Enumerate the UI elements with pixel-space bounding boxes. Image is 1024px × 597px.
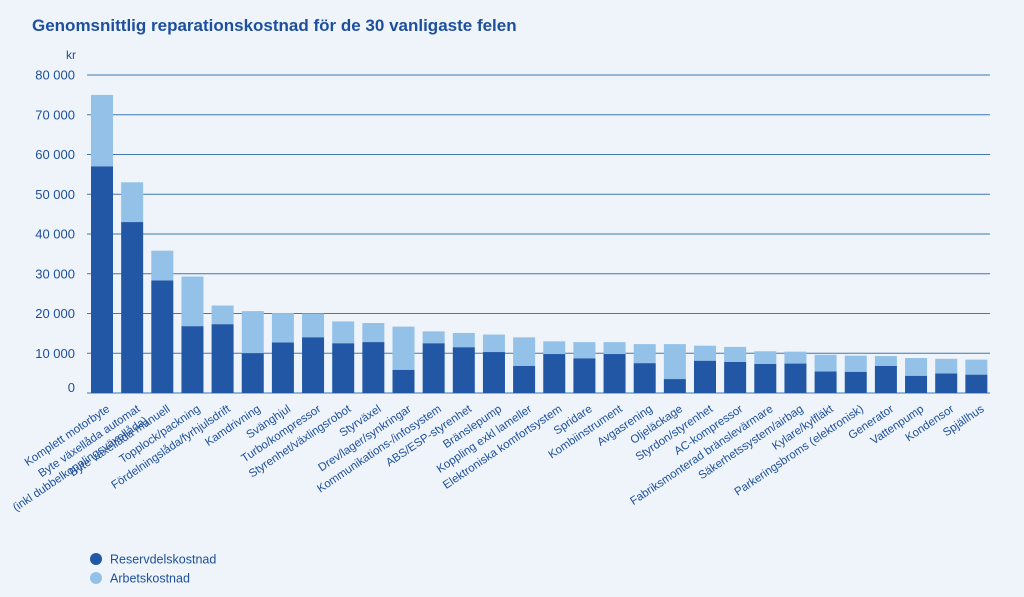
y-tick-label: 10 000 [35, 346, 75, 361]
y-tick-label: 50 000 [35, 187, 75, 202]
bar-parts [874, 365, 897, 393]
bar-labor [784, 351, 807, 364]
bar-labor [392, 326, 415, 370]
bar-labor [603, 342, 626, 355]
bar-parts [513, 365, 536, 393]
bar-parts [935, 373, 958, 393]
bar-labor [844, 355, 867, 372]
bar-parts [784, 363, 807, 393]
bar-labor [694, 345, 716, 361]
bar-labor [91, 94, 113, 167]
bar-parts [663, 379, 686, 393]
bar-labor [121, 182, 144, 223]
bar-parts [543, 354, 566, 393]
y-tick-label: 60 000 [35, 147, 75, 162]
y-axis-unit-label: kr [66, 48, 76, 62]
chart-title: Genomsnittlig reparationskostnad för de … [32, 16, 517, 35]
bar-parts [724, 361, 747, 393]
legend-label-labor: Arbetskostnad [110, 572, 190, 586]
bar-labor [211, 305, 234, 325]
bar-parts [271, 342, 294, 393]
bar-labor [965, 359, 988, 375]
bar-labor [422, 331, 445, 344]
bar-labor [754, 351, 777, 364]
legend-swatch-labor [90, 572, 102, 584]
bar-parts [422, 343, 445, 393]
bar-parts [482, 352, 505, 393]
bar-parts [121, 222, 144, 393]
bar-parts [91, 166, 113, 393]
bar-parts [211, 324, 234, 393]
bar-labor [181, 276, 204, 327]
bar-parts [694, 360, 716, 393]
bar-labor [513, 337, 536, 366]
bar-labor [633, 344, 656, 364]
bar-parts [151, 280, 174, 393]
legend-label-parts: Reservdelskostnad [110, 553, 216, 567]
bar-parts [302, 337, 325, 393]
bar-labor [302, 313, 325, 338]
bar-labor [814, 354, 837, 372]
bar-parts [754, 363, 777, 393]
bar-parts [844, 371, 867, 393]
bar-parts [603, 354, 626, 393]
y-tick-label: 40 000 [35, 227, 75, 242]
bar-labor [663, 344, 686, 380]
bar-parts [452, 347, 475, 393]
bar-labor [935, 358, 958, 374]
y-axis-ticks: 0 10 000 20 000 30 000 40 000 50 000 60 000 70 … [35, 68, 75, 396]
bar-labor [573, 342, 596, 359]
bar-parts [965, 374, 988, 393]
bar-labor [332, 321, 355, 344]
y-tick-label: 30 000 [35, 266, 75, 281]
bars [91, 94, 988, 393]
bar-labor [452, 332, 475, 348]
bar-labor [874, 356, 897, 366]
bar-parts [905, 375, 928, 393]
bar-parts [181, 326, 204, 393]
bar-labor [543, 341, 566, 355]
bar-parts [573, 358, 596, 393]
bar-parts [362, 342, 385, 393]
bar-labor [271, 313, 294, 343]
bar-labor [724, 346, 747, 362]
bar-parts [814, 371, 837, 393]
bar-labor [151, 250, 174, 281]
legend-swatch-parts [90, 553, 102, 565]
bar-labor [905, 358, 928, 376]
y-tick-label: 80 000 [35, 68, 75, 83]
y-tick-label: 70 000 [35, 107, 75, 122]
y-tick-label: 20 000 [35, 306, 75, 321]
bar-parts [633, 363, 656, 393]
y-tick-label: 0 [68, 380, 75, 395]
legend: Reservdelskostnad Arbetskostnad [90, 553, 216, 586]
bar-parts [241, 353, 264, 393]
gridlines [87, 74, 990, 394]
bar-parts [392, 369, 415, 393]
bar-labor [482, 334, 505, 353]
bar-labor [362, 323, 385, 343]
bar-parts [332, 343, 355, 393]
bar-labor [241, 311, 264, 354]
